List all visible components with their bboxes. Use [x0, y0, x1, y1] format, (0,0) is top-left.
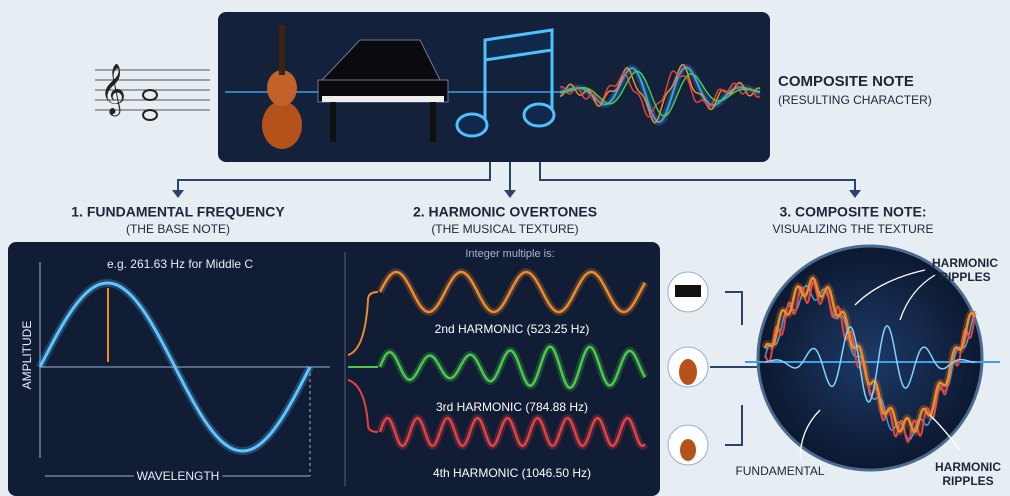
section-subtitle: (THE BASE NOTE): [126, 222, 230, 236]
lens-label: FUNDAMENTAL: [735, 464, 824, 478]
section-subtitle: (THE MUSICAL TEXTURE): [431, 222, 578, 236]
canvas: 𝄞: [0, 0, 1010, 496]
header-title: COMPOSITE NOTE: [778, 73, 914, 90]
lens-label: HARMONIC RIPPLES: [928, 460, 1008, 488]
connector-arrows: [178, 162, 855, 192]
treble-clef: 𝄞: [100, 65, 126, 117]
harmonics-heading: Integer multiple is:: [465, 248, 554, 260]
section-title: 1. FUNDAMENTAL FREQUENCY: [71, 204, 285, 220]
harmonic-label: 3rd HARMONIC (784.88 Hz): [436, 400, 588, 414]
note: [143, 90, 157, 100]
x-axis-label: WAVELENGTH: [137, 469, 220, 483]
harmonic-label: 4th HARMONIC (1046.50 Hz): [433, 466, 591, 480]
top-panel: [218, 12, 770, 162]
arrowheads: [172, 190, 861, 198]
lens-label: HARMONIC RIPPLES: [925, 256, 1005, 284]
example-text: e.g. 261.63 Hz for Middle C: [107, 257, 253, 271]
y-axis-label: AMPLITUDE: [20, 321, 34, 390]
header-subtitle: (RESULTING CHARACTER): [778, 93, 932, 107]
section-title: 3. COMPOSITE NOTE:: [779, 204, 926, 220]
note: [143, 110, 157, 120]
small-instruments: [668, 272, 708, 465]
infographic: 𝄞: [0, 0, 1010, 496]
section-title: 2. HARMONIC OVERTONES: [413, 204, 597, 220]
merge-arrows: [710, 292, 760, 445]
section-subtitle: VISUALIZING THE TEXTURE: [773, 222, 934, 236]
harmonic-label: 2nd HARMONIC (523.25 Hz): [435, 322, 590, 336]
